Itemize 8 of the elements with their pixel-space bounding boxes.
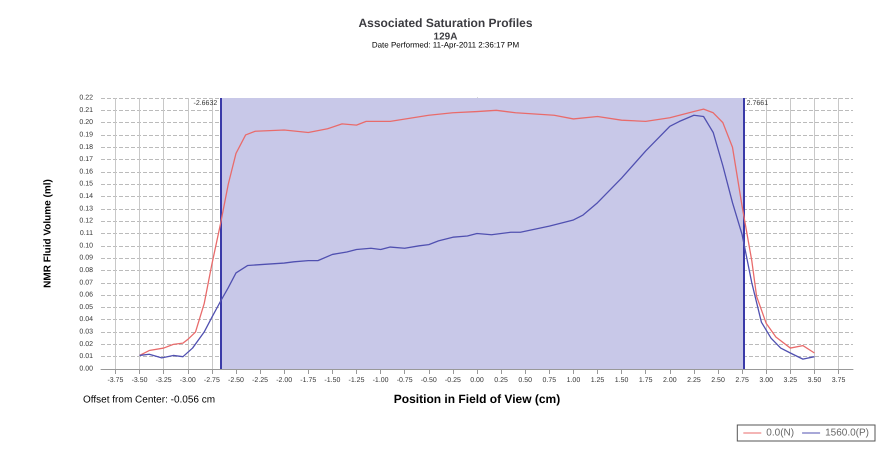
text: Date Performed: 11-Apr-2011 2:36:17 PM [372, 40, 520, 50]
chart-title: Associated Saturation Profiles [358, 16, 533, 30]
legend-label: 1560.0(P) [825, 428, 870, 438]
text: Offset from Center: -0.056 cm [83, 394, 216, 406]
y-axis-title: NMR Fluid Volume (ml) [42, 179, 54, 288]
legend-label: 0.0(N) [766, 428, 794, 438]
x-axis-title: Position in Field of View (cm) [394, 392, 560, 406]
chart-subtitle: 129A [434, 32, 458, 42]
